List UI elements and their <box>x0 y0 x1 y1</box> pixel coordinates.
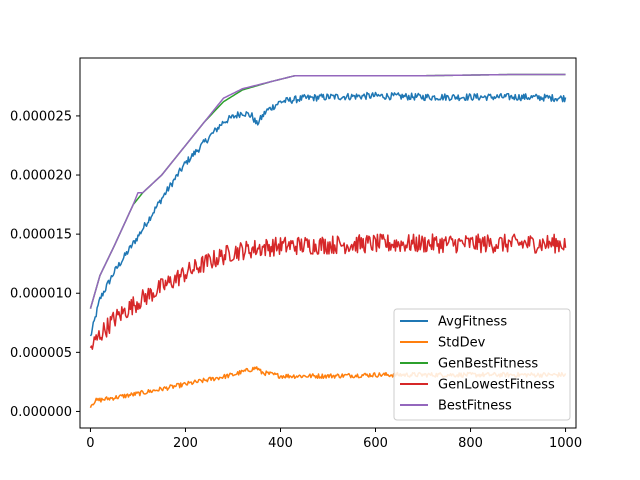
legend-label: BestFitness <box>438 399 512 414</box>
y-tick-label: 0.000005 <box>10 346 72 361</box>
series-line-avgfitness <box>89 91 567 337</box>
y-tick-label: 0.000015 <box>10 228 72 243</box>
x-tick-label: 600 <box>363 436 388 451</box>
legend-label: GenBestFitness <box>438 357 538 372</box>
x-tick-label: 200 <box>173 436 198 451</box>
legend-label: AvgFitness <box>438 315 507 330</box>
y-axis-ticks: 0.000000 0.000005 0.000010 0.000015 0.000020… <box>10 109 80 420</box>
x-tick-label: 0 <box>86 436 94 451</box>
x-tick-label: 1000 <box>549 436 582 451</box>
series-line-genlowestfitness <box>89 233 567 350</box>
series-layer <box>89 73 567 409</box>
x-tick-label: 400 <box>268 436 293 451</box>
y-tick-label: 0.000010 <box>10 287 72 302</box>
y-tick-label: 0.000000 <box>10 405 72 420</box>
legend-box <box>393 308 571 421</box>
legend-label: GenLowestFitness <box>438 378 555 393</box>
legend-label: StdDev <box>438 336 486 351</box>
series-line-bestfitness <box>89 73 566 309</box>
x-tick-label: 800 <box>458 436 483 451</box>
plot-frame <box>79 57 577 429</box>
x-axis-ticks: 0 200 400 600 800 1000 <box>86 428 582 451</box>
y-tick-label: 0.000025 <box>10 109 72 124</box>
y-tick-label: 0.000020 <box>10 169 72 184</box>
legend: AvgFitness StdDev GenBestFitness GenLowestF… <box>393 308 571 421</box>
axes <box>79 57 577 429</box>
